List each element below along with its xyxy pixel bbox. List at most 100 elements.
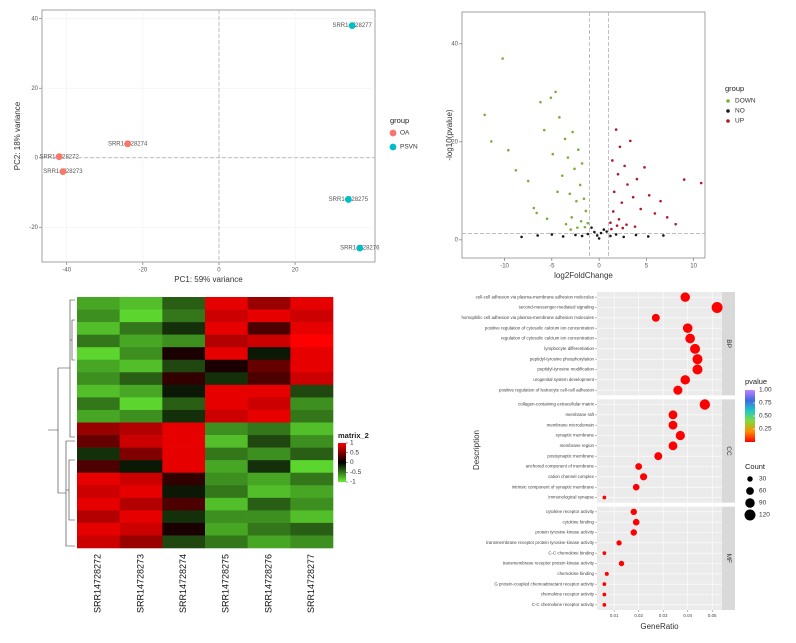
category-label: immunological synapse [548, 495, 594, 500]
y-axis-title: Description [472, 430, 481, 470]
category-label: C-C chemokine receptor activity [532, 602, 595, 607]
heat-cell [290, 384, 334, 398]
heat-cell [205, 334, 248, 348]
point [576, 226, 579, 229]
facet-panel [597, 292, 722, 396]
dot [673, 385, 683, 395]
heat-cell [247, 359, 291, 373]
category-label: cell-cell adhesion via plasma-membrane a… [476, 294, 595, 299]
dot [680, 292, 690, 302]
category-label: peptidyl-tyrosine modification [537, 367, 594, 372]
heat-cell [205, 309, 248, 323]
heat-cell [205, 497, 248, 511]
point [526, 179, 530, 183]
heat-cell [205, 510, 248, 524]
point [620, 201, 624, 204]
y-tick-label: 0 [455, 237, 459, 243]
heat-cell [247, 334, 291, 348]
dot [618, 560, 625, 567]
facet-label: CC [725, 446, 732, 456]
category-label: cytokine receptor activity [546, 509, 595, 514]
point [631, 195, 635, 199]
y-tick-label: 40 [31, 16, 38, 22]
heat-cell [119, 472, 163, 486]
color-bar [338, 443, 346, 482]
category-label: homophilic cell adhesion via plasma-memb… [461, 315, 594, 320]
point [610, 227, 613, 231]
dot [630, 508, 637, 516]
heat-cell [290, 497, 334, 511]
point [348, 22, 356, 30]
heat-cell [119, 409, 163, 423]
dot [616, 540, 622, 546]
x-tick-label: 10 [690, 264, 697, 270]
point [614, 233, 618, 236]
heat-cell [205, 322, 248, 335]
heat-cell [119, 397, 163, 411]
point [659, 199, 662, 203]
heat-cell [247, 435, 291, 448]
category-label: chemokine receptor activity [541, 592, 595, 597]
point [609, 234, 612, 238]
legend-tick-label: 0.25 [759, 426, 772, 433]
y-tick-label: -20 [29, 225, 38, 231]
point [635, 177, 639, 181]
heat-cell [247, 485, 291, 499]
category-label: transmembrane receptor protein kinase ac… [503, 561, 595, 566]
dot [680, 375, 690, 385]
point [574, 233, 577, 237]
heat-cell [205, 359, 248, 373]
facet-panel [597, 399, 722, 503]
heat-cell [205, 397, 248, 411]
heat-cell [162, 309, 206, 323]
column-label: SRR14728272 [93, 554, 103, 613]
heat-cell [77, 297, 120, 310]
heat-cell [290, 309, 334, 323]
legend-label: PSVN [400, 144, 418, 151]
dot [602, 551, 607, 556]
heat-cell [119, 522, 163, 536]
x-tick-label: 5 [645, 264, 649, 270]
point [623, 164, 626, 168]
legend-tick-label: 1 [350, 440, 354, 447]
y-axis-title: -log10(pvalue) [445, 109, 454, 160]
point [682, 178, 686, 181]
facet-label: MF [725, 554, 732, 563]
heat-cell [119, 535, 163, 549]
heat-cell [77, 347, 120, 361]
y-tick-label: 40 [451, 41, 458, 47]
heat-cell [205, 535, 248, 549]
y-tick-label: 0 [35, 155, 39, 161]
point [583, 225, 587, 229]
point [580, 162, 584, 165]
dot [682, 323, 693, 333]
point [356, 244, 364, 252]
heat-cell [119, 447, 163, 461]
point [593, 230, 596, 234]
heat-cell [162, 322, 206, 335]
point [616, 172, 620, 176]
legend-label: 30 [759, 476, 767, 483]
legend-title: group [725, 84, 744, 93]
point [514, 168, 518, 172]
point [605, 230, 608, 233]
category-label: intrinsic component of synaptic membrane [512, 484, 595, 489]
category-label: regulation of cytosolic calcium ion conc… [501, 336, 595, 341]
column-label: SRR14728274 [178, 554, 188, 613]
size-key [744, 509, 756, 521]
category-label: cytokine binding [563, 519, 595, 524]
heat-cell [205, 347, 248, 361]
dot [692, 354, 703, 365]
heat-cell [119, 422, 163, 436]
x-tick-label: 0 [597, 264, 601, 270]
heat-cell [77, 472, 120, 486]
point [614, 128, 618, 131]
dot [675, 430, 685, 441]
x-tick-label: -5 [549, 264, 555, 270]
dot [639, 473, 648, 481]
heat-cell [162, 397, 206, 411]
heat-cell [247, 522, 291, 536]
point [549, 96, 553, 100]
heat-cell [162, 510, 206, 524]
heat-cell [77, 409, 120, 423]
